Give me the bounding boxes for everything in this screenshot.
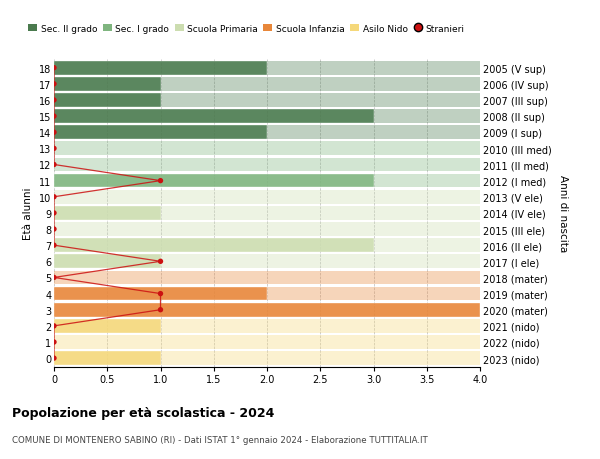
- Bar: [54, 174, 480, 188]
- Y-axis label: Anni di nascita: Anni di nascita: [558, 175, 568, 252]
- Bar: [54, 62, 267, 75]
- Bar: [54, 94, 480, 107]
- Bar: [54, 158, 480, 172]
- Point: [49, 355, 59, 362]
- Point: [49, 339, 59, 346]
- Bar: [54, 352, 480, 365]
- Bar: [54, 94, 161, 107]
- Bar: [54, 223, 480, 236]
- Point: [49, 242, 59, 249]
- Point: [156, 178, 166, 185]
- Bar: [54, 142, 480, 156]
- Bar: [54, 287, 480, 301]
- Bar: [54, 110, 480, 123]
- Bar: [54, 78, 480, 91]
- Bar: [54, 207, 480, 220]
- Bar: [54, 126, 480, 140]
- Bar: [54, 174, 373, 188]
- Bar: [54, 352, 161, 365]
- Point: [49, 65, 59, 72]
- Point: [49, 210, 59, 217]
- Bar: [54, 62, 480, 75]
- Point: [49, 146, 59, 153]
- Bar: [54, 255, 480, 269]
- Bar: [54, 255, 161, 269]
- Point: [49, 162, 59, 169]
- Bar: [54, 126, 267, 140]
- Text: Popolazione per età scolastica - 2024: Popolazione per età scolastica - 2024: [12, 406, 274, 419]
- Point: [49, 323, 59, 330]
- Bar: [54, 239, 480, 252]
- Bar: [54, 336, 480, 349]
- Y-axis label: Età alunni: Età alunni: [23, 187, 33, 240]
- Legend: Sec. II grado, Sec. I grado, Scuola Primaria, Scuola Infanzia, Asilo Nido, Stran: Sec. II grado, Sec. I grado, Scuola Prim…: [25, 21, 469, 37]
- Bar: [54, 190, 480, 204]
- Point: [49, 113, 59, 121]
- Bar: [54, 303, 480, 317]
- Point: [49, 226, 59, 233]
- Bar: [54, 303, 480, 317]
- Point: [156, 290, 166, 297]
- Bar: [54, 207, 161, 220]
- Bar: [54, 319, 480, 333]
- Bar: [54, 239, 373, 252]
- Point: [156, 306, 166, 313]
- Bar: [54, 287, 267, 301]
- Point: [49, 129, 59, 137]
- Point: [49, 274, 59, 281]
- Bar: [54, 78, 161, 91]
- Point: [49, 194, 59, 201]
- Point: [49, 81, 59, 88]
- Text: COMUNE DI MONTENERO SABINO (RI) - Dati ISTAT 1° gennaio 2024 - Elaborazione TUTT: COMUNE DI MONTENERO SABINO (RI) - Dati I…: [12, 435, 428, 444]
- Bar: [54, 271, 480, 285]
- Point: [156, 258, 166, 265]
- Bar: [54, 319, 161, 333]
- Bar: [54, 110, 373, 123]
- Point: [49, 97, 59, 104]
